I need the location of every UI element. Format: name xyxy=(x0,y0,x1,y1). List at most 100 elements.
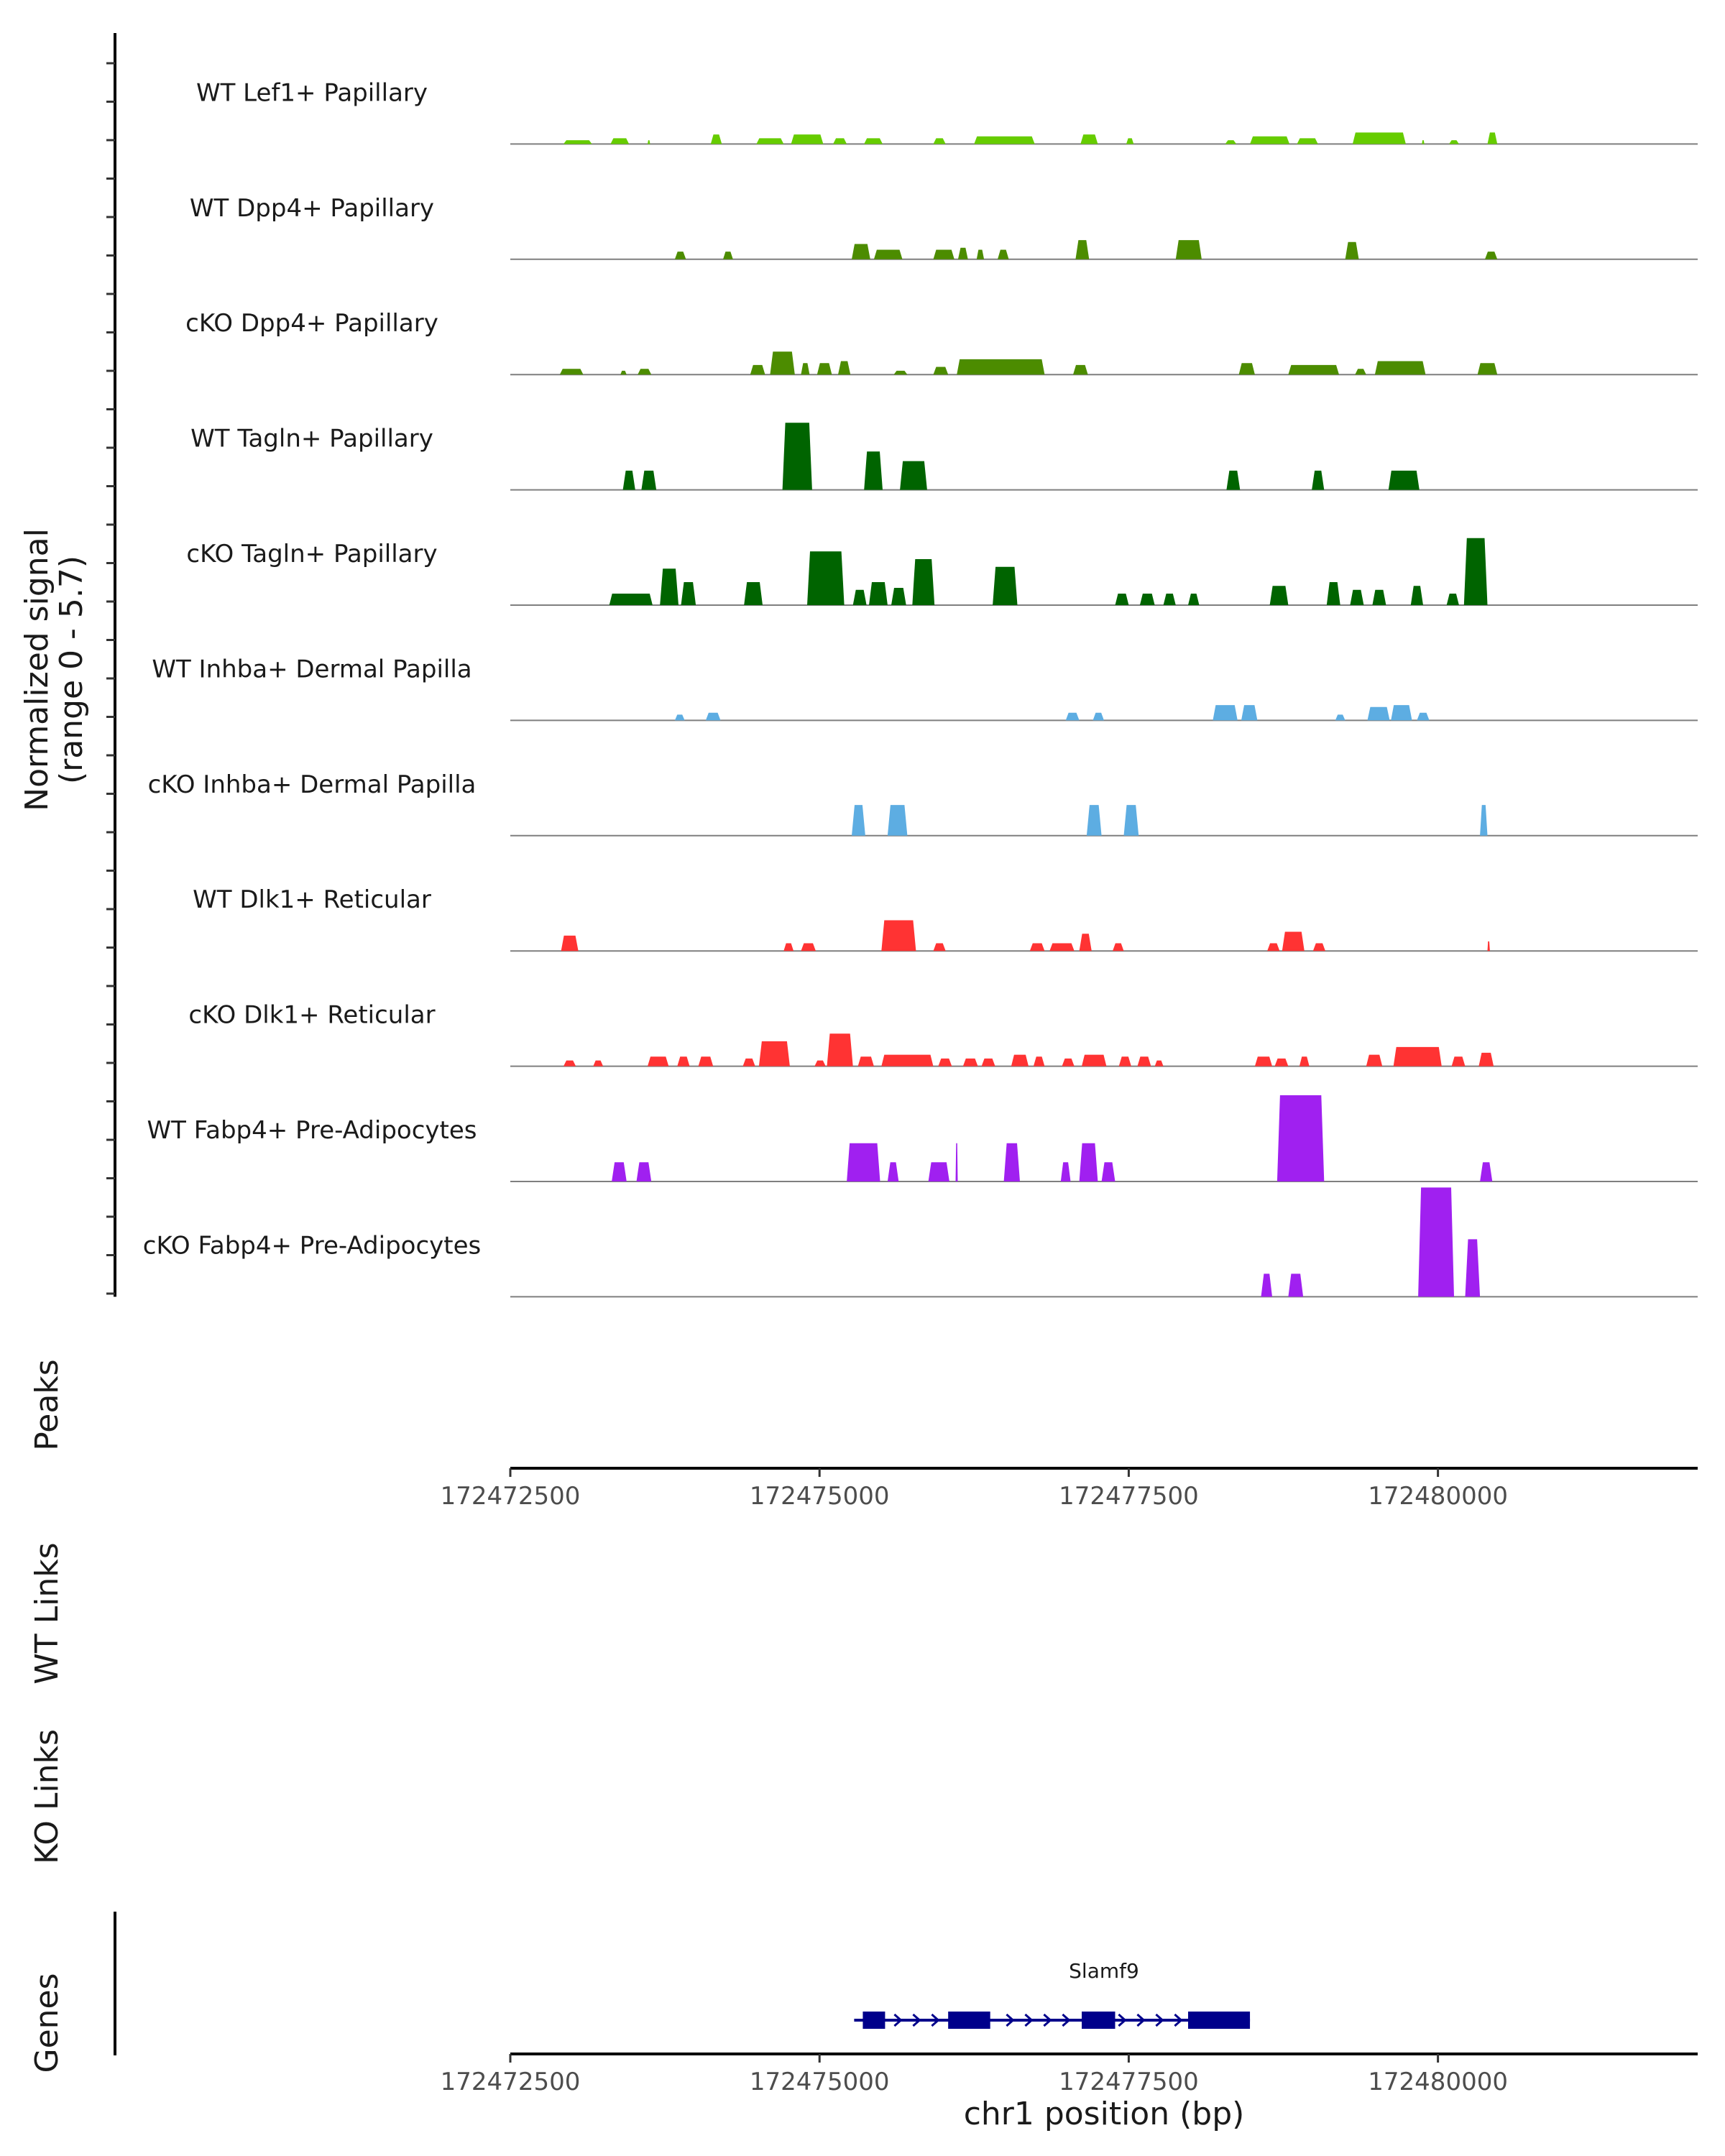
track-4: WT Tagln+ Papillary xyxy=(190,423,1698,491)
gene-exon xyxy=(1082,2012,1116,2029)
signal-peak xyxy=(1312,943,1325,952)
signal-peak xyxy=(1418,1187,1454,1297)
gene-model xyxy=(854,2012,1251,2029)
track-8: WT Dlk1+ Reticular xyxy=(193,885,1698,952)
signal-peak xyxy=(1213,705,1238,721)
strand-arrow xyxy=(1174,2013,1183,2027)
signal-peak xyxy=(1477,363,1498,375)
signal-y-axis xyxy=(106,33,116,1297)
strand-arrow xyxy=(912,2013,921,2027)
signal-peak xyxy=(1188,594,1200,605)
signal-peak xyxy=(1115,594,1129,605)
signal-peak xyxy=(1118,1056,1131,1067)
signal-peak xyxy=(1225,140,1237,144)
x-tick-label: 172480000 xyxy=(1368,2068,1508,2096)
strand-arrow xyxy=(931,2013,940,2027)
signal-peak xyxy=(674,714,685,721)
signal-peak xyxy=(981,1058,995,1067)
signal-peak xyxy=(1487,941,1490,952)
signal-peak xyxy=(1276,1095,1325,1181)
signal-peak xyxy=(559,369,584,375)
track-2: WT Dpp4+ Papillary xyxy=(190,194,1698,260)
gene-exon xyxy=(862,2012,886,2029)
track-label: WT Dpp4+ Papillary xyxy=(190,194,434,223)
signal-peak xyxy=(609,594,653,605)
signal-peak xyxy=(1326,582,1340,605)
signal-peak xyxy=(1485,252,1498,259)
ko-links-track-label: KO Links xyxy=(29,1729,65,1864)
x-tick-label: 172475000 xyxy=(750,1482,890,1511)
signal-peak xyxy=(869,582,888,605)
signal-peak xyxy=(660,568,678,605)
signal-peak xyxy=(1092,712,1104,721)
signal-peak xyxy=(928,1162,949,1181)
signal-peak xyxy=(638,369,652,375)
x-axis-title: chr1 position (bp) xyxy=(964,2096,1245,2132)
track-5: cKO Tagln+ Papillary xyxy=(186,538,1698,606)
x-tick-label: 172477500 xyxy=(1059,1482,1199,1511)
signal-peak xyxy=(933,138,946,144)
signal-peak xyxy=(1274,1058,1289,1067)
signal-peak xyxy=(1267,943,1280,952)
y-axis-title: Normalized signal xyxy=(19,528,55,811)
signal-peak xyxy=(938,1058,952,1067)
signal-peak xyxy=(1422,140,1425,144)
track-6: WT Inhba+ Dermal Papilla xyxy=(152,655,1698,722)
signal-peak xyxy=(1254,1056,1272,1067)
signal-peak xyxy=(1374,361,1426,375)
strand-arrow xyxy=(1024,2013,1034,2027)
track-label: WT Tagln+ Papillary xyxy=(190,425,433,453)
signal-peak xyxy=(758,1041,790,1067)
signal-peak xyxy=(636,1162,652,1181)
signal-peak xyxy=(622,470,635,490)
signal-peak xyxy=(770,351,795,375)
signal-peak xyxy=(1391,705,1412,721)
signal-peak xyxy=(1352,132,1406,144)
signal-peak xyxy=(1288,1273,1304,1297)
track-label: WT Dlk1+ Reticular xyxy=(193,885,431,914)
x-tick-label: 172480000 xyxy=(1368,1482,1508,1511)
signal-peak xyxy=(791,134,824,144)
strand-arrow xyxy=(893,2013,903,2027)
signal-peak xyxy=(1269,586,1289,605)
signal-peak xyxy=(1480,805,1488,836)
signal-peak xyxy=(857,1056,874,1067)
signal-peak xyxy=(1163,594,1176,605)
strand-arrow xyxy=(1006,2013,1015,2027)
signal-peak xyxy=(1238,363,1255,375)
signal-peak xyxy=(873,249,903,259)
track-11: cKO Fabp4+ Pre-Adipocytes xyxy=(143,1187,1698,1298)
track-label: cKO Fabp4+ Pre-Adipocytes xyxy=(143,1231,482,1260)
signal-peak xyxy=(1367,706,1390,721)
signal-peak xyxy=(1410,586,1423,605)
signal-peak xyxy=(744,582,763,605)
signal-peak xyxy=(993,566,1018,605)
signal-peak xyxy=(1480,1162,1493,1181)
signal-peak xyxy=(933,367,949,375)
signal-peak xyxy=(847,1143,880,1181)
signal-peak xyxy=(612,1162,627,1181)
signal-peak xyxy=(620,370,627,375)
signal-peak xyxy=(957,247,968,259)
signal-peak xyxy=(801,943,816,952)
signal-peak xyxy=(814,1060,826,1067)
x-axis-top: 172472500 172475000 172477500 172480000 xyxy=(441,1467,1698,1511)
strand-arrow xyxy=(1118,2013,1127,2027)
signal-peak xyxy=(1065,712,1080,721)
x-tick-label: 172472500 xyxy=(441,2068,581,2096)
signal-peak xyxy=(1282,931,1305,952)
signal-peak xyxy=(677,1056,690,1067)
signal-peak xyxy=(881,920,916,952)
signal-peak xyxy=(1312,470,1325,490)
gene-exon xyxy=(948,2012,990,2029)
track-label: cKO Dlk1+ Reticular xyxy=(188,1001,435,1030)
signal-peak xyxy=(1487,132,1498,144)
signal-peak xyxy=(887,1162,899,1181)
signal-peak xyxy=(1079,1143,1098,1181)
signal-peak xyxy=(1139,594,1155,605)
signal-peak xyxy=(801,363,810,375)
signal-peak xyxy=(1011,1054,1029,1067)
x-tick-label: 172477500 xyxy=(1059,2068,1199,2096)
signal-peak xyxy=(998,249,1009,259)
track-label: cKO Dpp4+ Papillary xyxy=(185,309,438,338)
